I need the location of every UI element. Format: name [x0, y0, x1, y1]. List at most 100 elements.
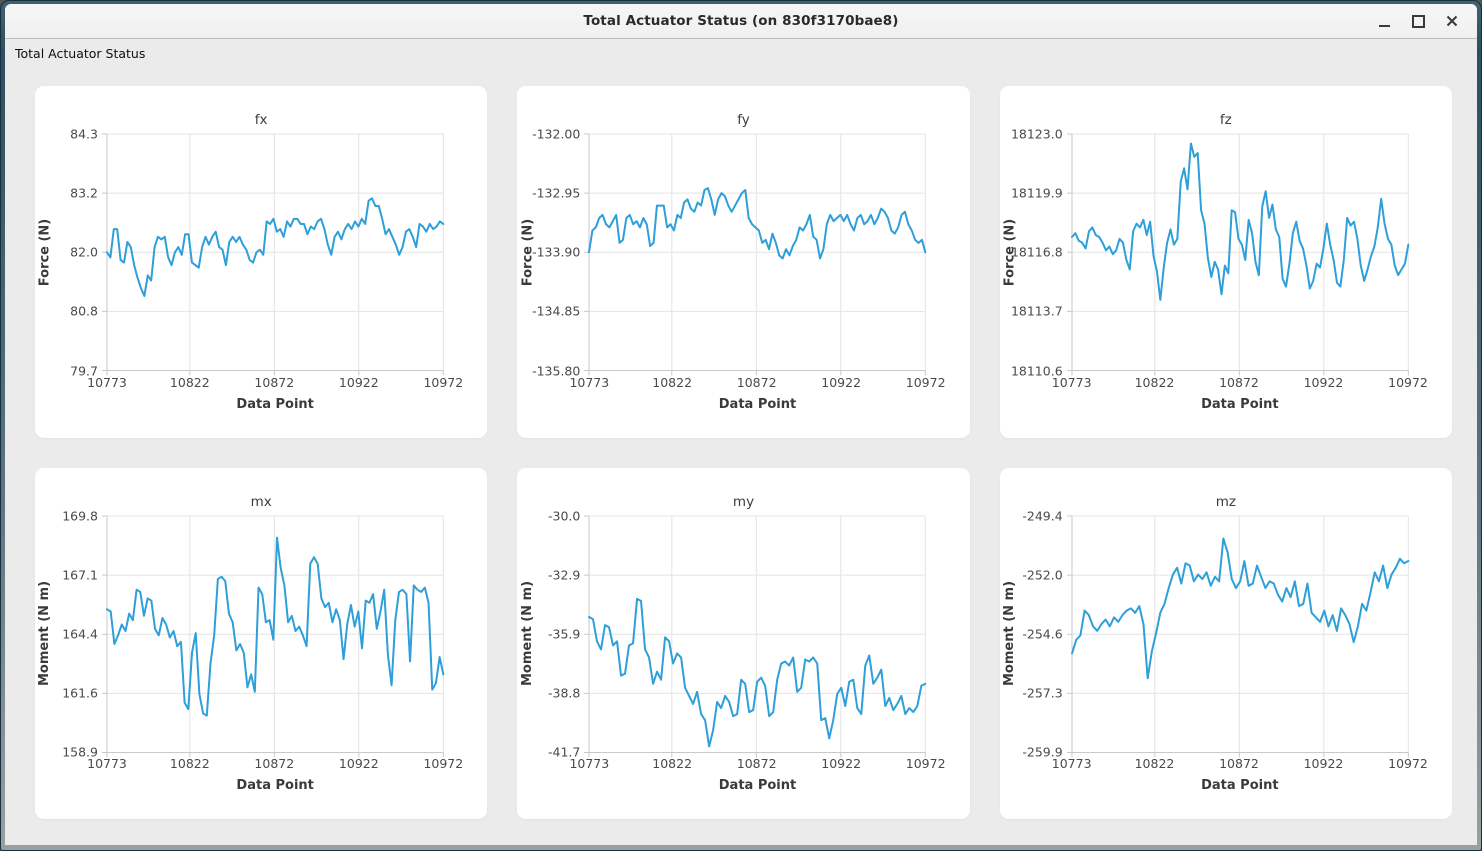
x-tick-label: 10872	[1219, 756, 1259, 771]
y-tick-label: 18123.0	[1010, 126, 1063, 142]
x-tick-label: 10773	[1051, 374, 1092, 390]
y-tick-label: 18119.9	[1010, 185, 1063, 201]
chart-title: fz	[1219, 112, 1232, 128]
x-tick-label: 10773	[569, 374, 610, 390]
window-titlebar[interactable]: Total Actuator Status (on 830f3170bae8)	[5, 4, 1477, 39]
x-tick-label: 10972	[905, 374, 946, 390]
y-tick-label: 18113.7	[1010, 303, 1063, 319]
chart-plot-area	[107, 134, 443, 371]
x-tick-label: 10972	[423, 374, 464, 390]
x-tick-label: 10773	[87, 756, 127, 771]
dock-titlebar[interactable]: Total Actuator Status	[5, 39, 1477, 67]
chart-plot	[1072, 516, 1408, 753]
x-tick-label: 10972	[905, 756, 946, 771]
chart-plot	[589, 134, 925, 371]
y-tick-label: 18110.6	[1010, 363, 1063, 378]
chart-card-fx: fx Force (N) 84.3 83.2 82.0 80.8 79.7 10773 1…	[35, 86, 488, 438]
y-tick-label: 18116.8	[1010, 244, 1063, 260]
y-axis-label: Force (N)	[37, 218, 53, 287]
x-tick-label: 10872	[736, 374, 777, 390]
chart-card-my: my Moment (N m) -30.0 -32.9 -35.9 -38.8 -41.…	[517, 467, 970, 819]
y-axis-ticks: -249.4 -252.0 -254.6 -257.3 -259.9	[1020, 508, 1072, 760]
y-tick-label: -133.90	[532, 244, 581, 260]
chart-card-mx: mx Moment (N m) 169.8 167.1 164.4 161.6 158.…	[35, 467, 488, 819]
y-tick-label: -30.0	[547, 508, 581, 523]
x-tick-label: 10822	[1134, 756, 1175, 771]
y-axis-ticks: 84.3 83.2 82.0 80.8 79.7	[55, 127, 107, 379]
x-axis-label: Data Point	[236, 396, 314, 412]
y-axis-ticks: -132.00 -132.95 -133.90 -134.85 -135.80	[532, 127, 589, 379]
minimize-icon	[1378, 24, 1390, 27]
x-tick-label: 10822	[652, 756, 693, 771]
x-axis-ticks: 10773 10822 10872 10922 10972	[87, 752, 463, 774]
chart-plot	[589, 516, 925, 753]
y-tick-label: 169.8	[62, 508, 98, 523]
y-tick-label: -135.80	[532, 363, 581, 378]
data-line-mz	[1072, 538, 1408, 678]
y-tick-label: 83.2	[70, 185, 98, 201]
chart-title: mx	[250, 493, 272, 510]
chart-title: my	[732, 493, 755, 510]
y-tick-label: 158.9	[62, 744, 98, 760]
charts-grid: fx Force (N) 84.3 83.2 82.0 80.8 79.7 10773 1…	[5, 67, 1477, 845]
y-tick-label: -35.9	[547, 626, 581, 642]
y-tick-label: 84.3	[70, 126, 98, 142]
x-axis-ticks: 10773 10822 10872 10922 10972	[569, 752, 945, 774]
y-tick-label: 164.4	[62, 626, 98, 642]
close-icon	[1446, 15, 1458, 27]
data-line-fy	[589, 188, 925, 258]
y-axis-label: Moment (N m)	[519, 581, 535, 687]
chart-title: fx	[254, 112, 268, 128]
close-button[interactable]	[1435, 7, 1469, 35]
x-tick-label: 10972	[423, 756, 464, 771]
dock-title: Total Actuator Status	[15, 45, 146, 61]
x-axis-ticks: 10773 10822 10872 10922 10972	[87, 371, 463, 393]
chart-plot	[1072, 134, 1408, 371]
x-tick-label: 10922	[1303, 374, 1344, 390]
chart-plot-area	[107, 516, 443, 753]
data-line-fx	[107, 198, 443, 296]
chart-plot	[107, 134, 443, 371]
x-tick-label: 10872	[1219, 374, 1259, 390]
maximize-button[interactable]	[1401, 7, 1435, 35]
x-tick-label: 10922	[338, 756, 379, 771]
chart-plot-area	[589, 516, 925, 753]
y-tick-label: -134.85	[532, 303, 581, 319]
x-axis-label: Data Point	[236, 778, 314, 793]
chart-title: fy	[737, 112, 750, 128]
x-tick-label: 10922	[1303, 756, 1344, 771]
x-tick-label: 10822	[169, 756, 210, 771]
x-tick-label: 10872	[736, 756, 777, 771]
x-tick-label: 10822	[652, 374, 693, 390]
y-tick-label: -132.00	[532, 126, 581, 142]
data-line-my	[589, 598, 925, 746]
chart-card-fz: fz Force (N) 18123.0 18119.9 18116.8 18113.…	[999, 86, 1452, 438]
x-axis-ticks: 10773 10822 10872 10922 10972	[1052, 752, 1428, 774]
y-axis-label: Moment (N m)	[1002, 581, 1018, 687]
app-window: Total Actuator Status (on 830f3170bae8) …	[5, 4, 1477, 845]
minimize-button[interactable]	[1367, 7, 1401, 35]
y-tick-label: -32.9	[547, 567, 581, 583]
chart-plot-area	[1072, 134, 1408, 371]
x-tick-label: 10773	[1051, 756, 1092, 771]
y-tick-label: -254.6	[1022, 626, 1063, 642]
x-tick-label: 10822	[1134, 374, 1175, 390]
y-axis-ticks: 169.8 167.1 164.4 161.6 158.9	[55, 508, 107, 760]
x-axis-ticks: 10773 10822 10872 10922 10972	[569, 371, 945, 393]
data-line-mx	[107, 537, 443, 715]
data-line-fz	[1072, 144, 1408, 300]
window-title: Total Actuator Status (on 830f3170bae8)	[583, 13, 899, 29]
x-axis-label: Data Point	[718, 396, 797, 412]
y-tick-label: 80.8	[70, 303, 98, 319]
y-tick-label: -259.9	[1022, 744, 1063, 760]
y-tick-label: -38.8	[547, 685, 581, 701]
y-tick-label: -132.95	[532, 185, 581, 201]
chart-plot	[107, 516, 443, 753]
x-tick-label: 10773	[569, 756, 610, 771]
y-tick-label: -257.3	[1022, 685, 1063, 701]
x-tick-label: 10922	[821, 374, 862, 390]
chart-plot-area	[589, 134, 925, 371]
y-tick-label: -249.4	[1022, 508, 1063, 523]
x-tick-label: 10922	[821, 756, 862, 771]
